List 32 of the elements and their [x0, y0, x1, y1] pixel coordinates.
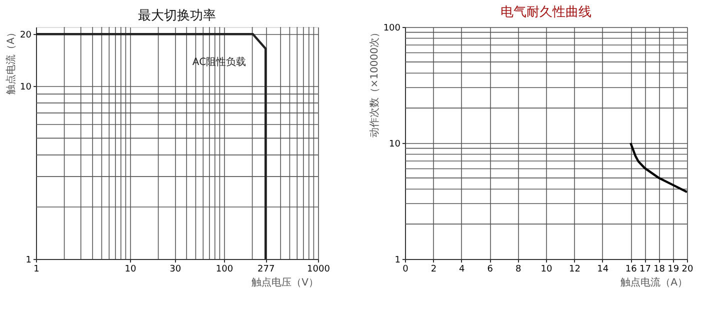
x-tick-label: 12 [568, 264, 580, 274]
x-tick-label: 100 [216, 264, 234, 274]
y-tick-label: 1 [394, 256, 400, 266]
x-tick-label: 0 [402, 264, 409, 274]
y-axis-title: 触点电流（A） [5, 28, 18, 94]
x-tick-label: 1000 [307, 264, 330, 274]
x-tick-label: 6 [487, 264, 494, 274]
y-tick-label: 10 [20, 82, 32, 93]
x-tick-label: 14 [597, 264, 609, 274]
line-series [630, 142, 687, 194]
x-tick-label: 18 [654, 264, 666, 274]
x-tick-label: 2 [430, 264, 437, 274]
chart-title: 最大切换功率 [138, 8, 216, 24]
chart-title: 电气耐久性曲线 [500, 5, 592, 20]
x-tick-label: 20 [682, 264, 694, 274]
y-tick-label: 100 [383, 24, 401, 34]
x-tick-label: 19 [668, 264, 680, 274]
y-tick-label: 10 [389, 140, 401, 150]
x-tick-label: 17 [639, 264, 651, 274]
x-tick-label: 16 [625, 264, 638, 274]
y-tick-label: 1 [26, 256, 32, 266]
x-axis-title: 触点电流（A） [620, 276, 688, 288]
x-tick-label: 8 [515, 264, 522, 274]
x-tick-label: 4 [459, 264, 466, 274]
x-tick-label: 10 [124, 264, 136, 274]
x-axis-title: 触点电压（V） [252, 276, 318, 288]
x-tick-label: 277 [258, 264, 275, 274]
y-tick-label: 20 [20, 30, 32, 41]
x-tick-label: 10 [540, 264, 552, 274]
x-tick-label: 30 [170, 264, 182, 274]
y-axis-title: 动作次数（×10000次） [369, 28, 380, 138]
x-tick-label: 1 [34, 264, 40, 274]
